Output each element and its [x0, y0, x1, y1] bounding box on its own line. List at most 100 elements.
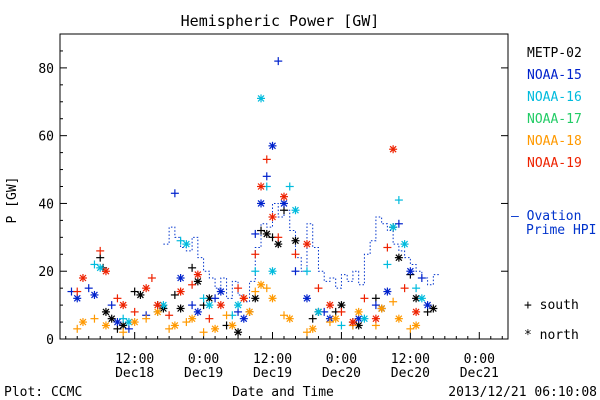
point-stroke: [91, 291, 98, 299]
south-point: [211, 294, 220, 303]
south-point: [234, 284, 243, 293]
south-point: [147, 274, 156, 282]
south-point: [73, 287, 82, 296]
point-stroke: [332, 315, 340, 323]
point-stroke: [395, 315, 403, 323]
north-point: [193, 270, 202, 279]
north-point: [176, 304, 185, 313]
x-tick-label-date: Dec20: [322, 366, 361, 381]
north-point: [90, 290, 99, 299]
north-point: [78, 274, 87, 282]
south-point: [165, 324, 174, 333]
south-point: [400, 284, 409, 293]
point-stroke: [136, 291, 144, 299]
point-stroke: [263, 230, 271, 238]
north-point: [429, 304, 438, 313]
point-stroke: [378, 305, 386, 312]
south-point: [274, 57, 283, 66]
north-point: [119, 321, 128, 330]
north-point: [119, 301, 128, 310]
north-point: [302, 240, 311, 249]
point-stroke: [108, 315, 116, 323]
y-tick-label: 60: [38, 130, 54, 145]
south-point: [188, 280, 197, 289]
point-stroke: [102, 322, 110, 329]
north-point: [412, 294, 421, 303]
point-stroke: [131, 318, 139, 326]
point-stroke: [217, 301, 225, 309]
north-point: [107, 314, 116, 323]
south-point: [188, 301, 197, 310]
x-tick-label-date: Dec19: [253, 366, 292, 381]
north-point: [113, 318, 122, 327]
point-stroke: [102, 267, 110, 275]
x-tick-label-time: 12:00: [115, 352, 154, 367]
north-point: [394, 314, 403, 323]
point-stroke: [395, 254, 403, 262]
north-point: [73, 294, 82, 303]
data-points: [67, 57, 438, 337]
south-point: [124, 324, 133, 333]
south-point: [285, 182, 294, 191]
south-point: [113, 324, 122, 333]
north-point: [257, 199, 266, 208]
point-stroke: [159, 301, 167, 309]
point-stroke: [171, 322, 179, 329]
point-stroke: [114, 318, 121, 326]
point-stroke: [246, 308, 253, 316]
north-point: [268, 141, 277, 150]
south-point: [417, 274, 426, 282]
south-point: [119, 314, 128, 323]
north-point: [193, 277, 202, 286]
legend-entry: NOAA-19: [527, 156, 582, 171]
north-point: [176, 274, 185, 282]
south-point: [302, 267, 311, 276]
chart-title: Hemispheric Power [GW]: [181, 12, 380, 30]
north-point: [285, 314, 294, 323]
south-point: [251, 250, 260, 259]
x-tick-label-date: Dec19: [184, 366, 223, 381]
north-point: [302, 294, 311, 303]
point-stroke: [194, 271, 202, 279]
south-point: [251, 267, 260, 276]
north-point: [216, 301, 225, 310]
point-stroke: [234, 328, 242, 336]
north-point: [291, 236, 300, 245]
point-stroke: [418, 294, 426, 302]
footer-left: Plot: CCMC: [4, 385, 82, 400]
plot-frame: [59, 33, 509, 340]
point-stroke: [257, 200, 265, 207]
south-point: [188, 263, 197, 272]
north-point: [389, 223, 398, 232]
south-point: [406, 324, 415, 333]
point-stroke: [269, 294, 276, 302]
south-point: [130, 287, 139, 296]
north-point: [268, 267, 277, 276]
x-axis-label: Date and Time: [232, 385, 334, 400]
point-stroke: [372, 315, 380, 323]
point-stroke: [154, 308, 162, 316]
north-point: [234, 328, 243, 337]
north-point: [153, 307, 162, 316]
north-point: [205, 294, 214, 303]
point-stroke: [119, 301, 127, 309]
point-stroke: [125, 318, 133, 326]
south-point: [337, 321, 346, 330]
north-point: [130, 318, 139, 327]
south-point: [170, 189, 179, 198]
north-point: [176, 287, 185, 296]
north-point: [182, 240, 191, 249]
north-point: [136, 290, 145, 299]
south-point: [325, 318, 334, 327]
point-stroke: [309, 325, 317, 333]
point-stroke: [274, 240, 282, 248]
north-point: [325, 301, 334, 310]
point-stroke: [182, 240, 190, 248]
north-point: [406, 267, 415, 276]
point-stroke: [257, 183, 265, 190]
south-point: [274, 233, 283, 242]
point-stroke: [211, 325, 219, 333]
north-point: [280, 199, 288, 208]
south-point: [337, 307, 346, 316]
